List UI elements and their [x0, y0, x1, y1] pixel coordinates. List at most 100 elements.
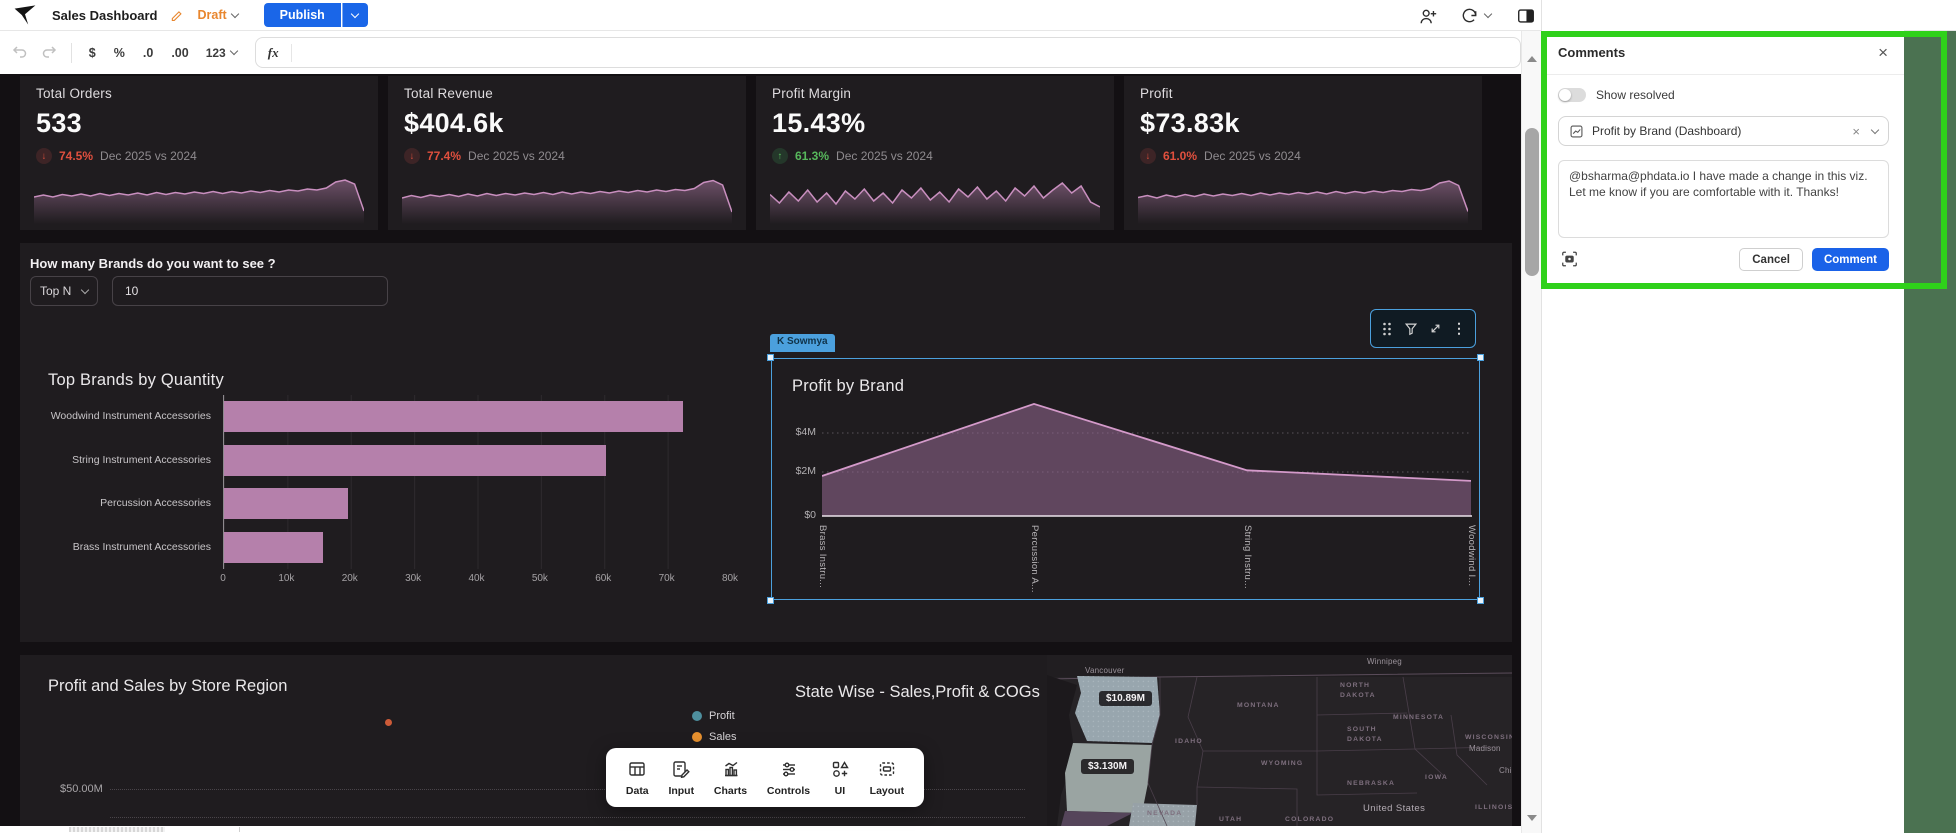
sliders-icon: [779, 759, 799, 782]
y-tick-label: $2M: [795, 465, 816, 477]
toggle-knob: [1559, 89, 1571, 101]
input-table-icon: [671, 759, 691, 782]
selection-handle[interactable]: [767, 354, 774, 361]
publish-options-button[interactable]: [341, 3, 368, 27]
version-status-dropdown[interactable]: Draft: [197, 8, 239, 22]
dock-item-layout[interactable]: Layout: [870, 759, 904, 797]
x-tick-label: Woodwind I...: [1466, 525, 1477, 587]
format-button[interactable]: .00: [162, 42, 197, 64]
map-state-label: ILLINOIS: [1475, 804, 1512, 811]
scatter-chart-title: Profit and Sales by Store Region: [48, 677, 288, 695]
comments-panel: Comments × Show resolved Profit by Brand…: [1541, 0, 1904, 833]
maximize-icon[interactable]: [1425, 319, 1445, 339]
scroll-thumb[interactable]: [1525, 128, 1539, 276]
bar-category-label: Percussion Accessories: [100, 497, 211, 510]
format-buttons: $% .0.00: [80, 42, 198, 64]
edit-pencil-icon: [171, 11, 182, 21]
profit-by-brand-widget[interactable]: K Sowmya ⋮ Profit by Brand $4M $2M $0 B: [767, 309, 1484, 604]
share-add-user-icon[interactable]: [1418, 6, 1438, 26]
chevron-down-icon[interactable]: [1870, 125, 1880, 134]
close-icon[interactable]: ×: [1878, 43, 1888, 62]
screenshot-camera-icon[interactable]: [1558, 250, 1580, 270]
format-button[interactable]: .0: [134, 42, 162, 64]
kpi-card-4[interactable]: Profit $73.83k ↓ 61.0% Dec 2025 vs 2024: [1124, 76, 1482, 230]
side-panel-toggle-icon[interactable]: [1516, 6, 1536, 26]
state-map[interactable]: MONTANA NORTH DAKOTA MINNESOTA SOUTH DAKOTA…: [1047, 655, 1512, 826]
table-icon: [627, 759, 647, 782]
scatter-point[interactable]: [385, 719, 392, 726]
redo-button[interactable]: [37, 40, 62, 66]
widget-toolbar: ⋮: [1370, 309, 1476, 348]
map-state-label: NORTH DAKOTA: [1340, 682, 1376, 700]
selection-handle[interactable]: [1477, 354, 1484, 361]
show-resolved-toggle[interactable]: [1558, 88, 1586, 102]
publish-button[interactable]: Publish: [263, 3, 341, 27]
layout-icon: [877, 759, 897, 782]
state-california: [1061, 811, 1133, 826]
area-chart-x-axis: Brass Instru... Percussion A... String Ins…: [817, 525, 1477, 597]
map-city-label: Chic: [1499, 766, 1512, 775]
map-value-label: $10.89M: [1099, 691, 1152, 706]
cancel-button[interactable]: Cancel: [1739, 248, 1803, 271]
kpi-title: Total Orders: [36, 86, 112, 101]
format-button[interactable]: $: [80, 42, 105, 64]
app-logo-icon[interactable]: [12, 3, 38, 27]
comment-context-dropdown[interactable]: Profit by Brand (Dashboard) ×: [1558, 116, 1889, 146]
status-badge: Draft: [197, 8, 227, 22]
drag-handle-icon[interactable]: [1377, 319, 1397, 339]
kpi-sparkline: [34, 179, 364, 224]
filter-icon[interactable]: [1401, 319, 1421, 339]
selection-handle[interactable]: [767, 597, 774, 604]
kebab-menu-icon[interactable]: ⋮: [1452, 320, 1466, 336]
dock-item-input[interactable]: Input: [668, 759, 694, 797]
refresh-dropdown[interactable]: [1460, 6, 1494, 26]
map-shapes: [1047, 655, 1512, 826]
kpi-title: Total Revenue: [404, 86, 493, 101]
vertical-scrollbar[interactable]: [1521, 31, 1541, 833]
kpi-value: 15.43%: [772, 108, 866, 138]
area-chart[interactable]: [822, 389, 1472, 519]
map-state-label: COLORADO: [1285, 816, 1335, 823]
kpi-change-percent: 61.3%: [795, 149, 830, 163]
bar[interactable]: [224, 444, 607, 476]
clear-icon[interactable]: ×: [1852, 123, 1860, 139]
y-tick-label: $0: [804, 509, 816, 521]
refresh-icon: [1462, 8, 1477, 23]
offscreen-bar-fragment: [69, 827, 165, 832]
comment-textarea[interactable]: @bsharma@phdata.io I have made a change …: [1558, 160, 1889, 238]
map-state-label: MONTANA: [1237, 702, 1280, 709]
bar[interactable]: [224, 401, 683, 432]
dock-item-data[interactable]: Data: [626, 759, 649, 797]
x-tick-label: Percussion A...: [1029, 525, 1040, 593]
panel-title: Comments: [1558, 45, 1626, 60]
scroll-up-arrow[interactable]: [1527, 56, 1537, 62]
kpi-card-2[interactable]: Total Revenue $404.6k ↓ 77.4% Dec 2025 vs 20…: [388, 76, 746, 230]
kpi-sparkline: [770, 181, 1100, 224]
kpi-card-3[interactable]: Profit Margin 15.43% ↑ 61.3% Dec 2025 vs 202…: [756, 76, 1114, 230]
area-fill: [822, 403, 1471, 516]
document-title[interactable]: Sales Dashboard: [52, 7, 158, 23]
formula-input[interactable]: [291, 45, 1521, 60]
dock-item-ui[interactable]: UI: [830, 759, 850, 797]
dock-item-charts[interactable]: Charts: [714, 759, 747, 797]
scroll-down-arrow[interactable]: [1527, 815, 1537, 821]
kpi-compare-period: Dec 2025 vs 2024: [468, 149, 565, 163]
comment-submit-button[interactable]: Comment: [1811, 248, 1889, 271]
bar-track: [223, 482, 730, 526]
region-legend: Profit Sales: [692, 710, 737, 752]
dock-item-controls[interactable]: Controls: [767, 759, 810, 797]
formula-bar[interactable]: fx: [254, 37, 1522, 68]
topn-select[interactable]: Top N: [30, 276, 98, 306]
bar-chart[interactable]: Woodwind Instrument Accessories String In…: [20, 395, 764, 569]
bar[interactable]: [224, 488, 349, 519]
bar[interactable]: [224, 531, 323, 563]
topn-value-input[interactable]: 10: [112, 276, 388, 306]
number-format-dropdown[interactable]: 123: [198, 42, 245, 64]
selection-handle[interactable]: [1477, 597, 1484, 604]
legend-item: Profit: [692, 710, 737, 722]
format-button[interactable]: %: [105, 42, 134, 64]
kpi-card-1[interactable]: Total Orders 533 ↓ 74.5% Dec 2025 vs 2024: [20, 76, 378, 230]
undo-button[interactable]: [6, 40, 31, 66]
trend-down-icon: ↓: [404, 148, 420, 164]
screen-edge-highlight: [1904, 26, 1956, 833]
